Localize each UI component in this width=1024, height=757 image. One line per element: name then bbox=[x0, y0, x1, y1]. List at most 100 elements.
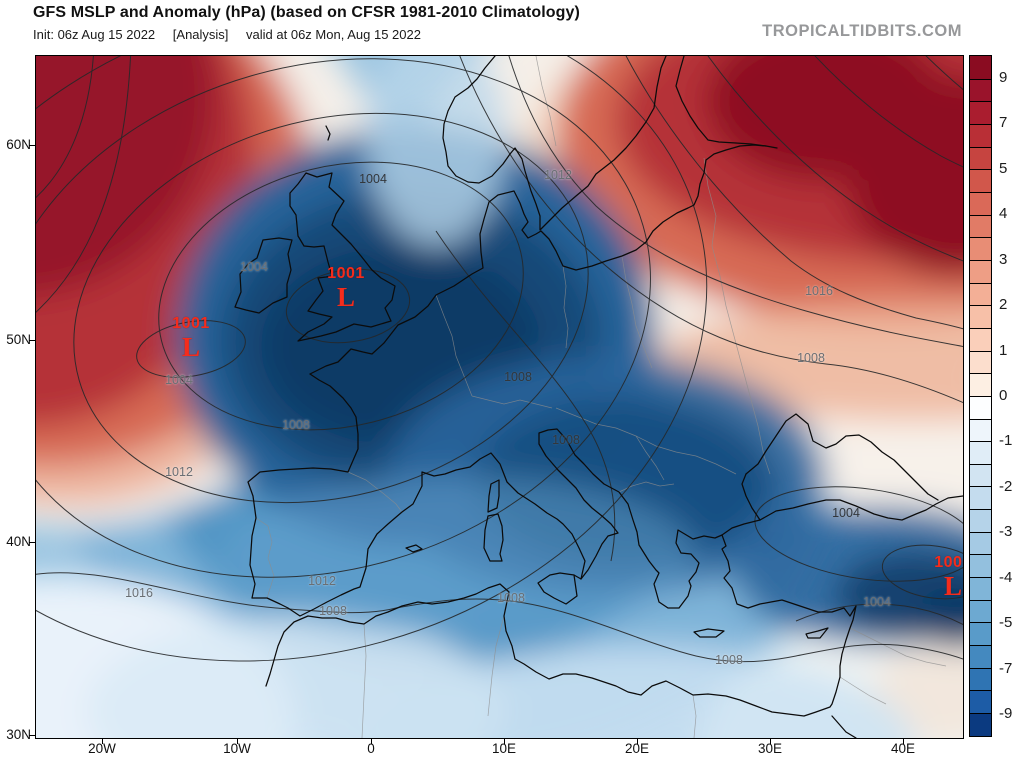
contour-label: 1008 bbox=[282, 418, 310, 432]
colorbar-label: -2 bbox=[999, 477, 1013, 495]
colorbar-cell bbox=[970, 509, 991, 532]
lon-tick-label: 20W bbox=[88, 741, 116, 756]
colorbar-cell bbox=[970, 690, 991, 714]
colorbar-label: -7 bbox=[999, 659, 1013, 677]
lat-tick-label: 50N bbox=[6, 332, 31, 347]
colorbar-cell bbox=[970, 713, 991, 736]
lon-tick-label: 20E bbox=[624, 741, 650, 756]
colorbar-cell bbox=[970, 599, 991, 623]
isobar-contours bbox=[36, 56, 963, 663]
colorbar-cell bbox=[970, 282, 991, 306]
colorbar-cell bbox=[970, 418, 991, 442]
weather-map: 1004 1012 1004 1004 1008 1012 1016 1012 1008 1016… bbox=[35, 55, 964, 739]
contour-label: 1004 bbox=[240, 260, 268, 274]
colorbar-cell bbox=[970, 146, 991, 170]
colorbar-cell bbox=[970, 214, 991, 238]
lon-tick bbox=[237, 738, 238, 744]
pressure-value: 1001 bbox=[327, 265, 365, 282]
contour-label: 1016 bbox=[125, 586, 153, 600]
pressure-center-low: 1001 L bbox=[316, 266, 376, 311]
low-symbol: L bbox=[181, 332, 200, 362]
coastlines bbox=[234, 56, 963, 738]
lon-tick bbox=[371, 738, 372, 744]
colorbar-cell bbox=[970, 350, 991, 374]
contour-label: 1012 bbox=[308, 574, 336, 588]
colorbar-label: 7 bbox=[999, 114, 1008, 132]
watermark: TROPICALTIDBITS.COM bbox=[762, 22, 962, 40]
contour-label: 1008 bbox=[797, 351, 825, 365]
colorbar-cell bbox=[970, 259, 991, 283]
colorbar-cell bbox=[970, 56, 991, 79]
colorbar-cell bbox=[970, 78, 991, 102]
colorbar-label: 9 bbox=[999, 68, 1008, 86]
colorbar bbox=[969, 55, 992, 737]
lon-tick bbox=[770, 738, 771, 744]
pressure-center-low: 1000L bbox=[923, 554, 963, 601]
contour-label: 1008 bbox=[715, 653, 743, 667]
colorbar-cell bbox=[970, 531, 991, 555]
colorbar-cell bbox=[970, 101, 991, 124]
colorbar-label: -9 bbox=[999, 705, 1013, 723]
contour-label: 1004 bbox=[863, 595, 891, 609]
colorbar-label: -5 bbox=[999, 614, 1013, 632]
colorbar-label: 5 bbox=[999, 159, 1008, 177]
contour-label: 1012 bbox=[165, 465, 193, 479]
pressure-value: 1000 bbox=[934, 554, 963, 571]
country-borders bbox=[255, 56, 947, 738]
colorbar-label: 4 bbox=[999, 205, 1008, 223]
colorbar-cell bbox=[970, 169, 991, 192]
lon-tick bbox=[102, 738, 103, 744]
lon-tick-label: 30E bbox=[757, 741, 783, 756]
lat-tick-label: 60N bbox=[6, 137, 31, 152]
analysis-tag: [Analysis] bbox=[172, 27, 229, 42]
init-time: Init: 06z Aug 15 2022 bbox=[33, 27, 156, 42]
colorbar-cell bbox=[970, 486, 991, 510]
colorbar-cell bbox=[970, 667, 991, 691]
lat-tick bbox=[29, 145, 35, 146]
colorbar-cell bbox=[970, 327, 991, 351]
lat-tick-label: 40N bbox=[6, 534, 31, 549]
pressure-center-low: 1001 L bbox=[161, 316, 221, 361]
colorbar-label: -3 bbox=[999, 523, 1013, 541]
valid-time: valid at 06z Mon, Aug 15 2022 bbox=[246, 27, 421, 42]
pressure-value: 1001 bbox=[172, 315, 210, 332]
lon-tick bbox=[903, 738, 904, 744]
contour-label: 1004 bbox=[359, 172, 387, 186]
colorbar-cell bbox=[970, 577, 991, 600]
page-title: GFS MSLP and Anomaly (hPa) (based on CFS… bbox=[33, 4, 580, 21]
colorbar-label: -1 bbox=[999, 432, 1013, 450]
contour-label: 1012 bbox=[544, 168, 572, 182]
low-symbol: L bbox=[336, 282, 355, 312]
contour-label: 1004 bbox=[165, 373, 193, 387]
init-valid-line: Init: 06z Aug 15 2022 [Analysis] valid a… bbox=[33, 27, 435, 42]
lon-tick-label: 10W bbox=[223, 741, 251, 756]
lat-tick bbox=[29, 542, 35, 543]
lat-tick bbox=[29, 340, 35, 341]
colorbar-label: 2 bbox=[999, 296, 1008, 314]
lon-tick-label: 40E bbox=[890, 741, 916, 756]
anomaly-shading bbox=[36, 56, 963, 738]
contour-label: 1004 bbox=[832, 506, 860, 520]
colorbar-cell bbox=[970, 622, 991, 646]
contour-label: 1016 bbox=[805, 284, 833, 298]
colorbar-cell bbox=[970, 441, 991, 464]
colorbar-cell bbox=[970, 237, 991, 260]
colorbar-cell bbox=[970, 373, 991, 396]
colorbar-cell bbox=[970, 395, 991, 419]
colorbar-cell bbox=[970, 191, 991, 215]
colorbar-label: 0 bbox=[999, 387, 1008, 404]
colorbar-cell bbox=[970, 463, 991, 487]
lon-tick bbox=[637, 738, 638, 744]
contour-label: 1008 bbox=[497, 591, 525, 605]
colorbar-cell bbox=[970, 645, 991, 668]
lon-tick-label: 0 bbox=[367, 741, 375, 756]
contour-label: 1008 bbox=[504, 370, 532, 384]
lon-tick bbox=[504, 738, 505, 744]
anomaly-field-svg bbox=[36, 56, 963, 738]
colorbar-label: 1 bbox=[999, 341, 1008, 359]
lat-tick-label: 30N bbox=[6, 727, 31, 742]
lon-tick-label: 10E bbox=[491, 741, 517, 756]
contour-label: 1008 bbox=[319, 604, 347, 618]
lat-tick bbox=[29, 735, 35, 736]
low-symbol: L bbox=[943, 571, 962, 601]
